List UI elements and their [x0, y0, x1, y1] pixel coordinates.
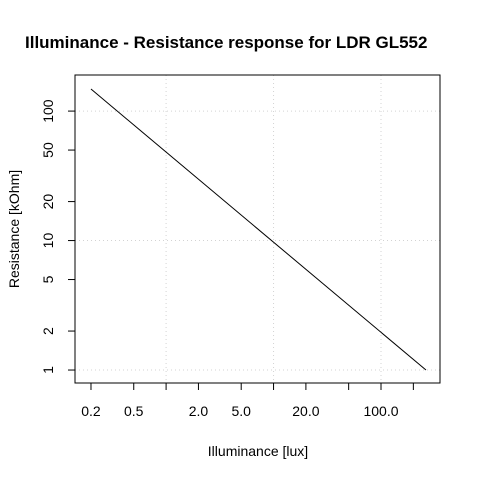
y-tick-label: 100 [40, 99, 56, 123]
x-tick-label: 0.2 [81, 403, 101, 419]
y-tick-label: 10 [40, 233, 56, 249]
chart-title: Illuminance - Resistance response for LD… [25, 33, 427, 52]
y-tick-label: 20 [40, 194, 56, 210]
x-tick-label: 100.0 [363, 403, 398, 419]
x-tick-label: 2.0 [189, 403, 209, 419]
x-tick-label: 0.5 [124, 403, 144, 419]
y-tick-label: 5 [40, 275, 56, 283]
y-tick-label: 1 [40, 366, 56, 374]
line [90, 88, 427, 371]
x-axis-label: Illuminance [lux] [208, 443, 308, 459]
x-tick-label: 20.0 [292, 403, 319, 419]
y-axis-label: Resistance [kOhm] [6, 170, 22, 288]
y-tick-label: 2 [40, 327, 56, 335]
y-tick-label: 50 [40, 142, 56, 158]
x-tick-label: 5.0 [231, 403, 251, 419]
